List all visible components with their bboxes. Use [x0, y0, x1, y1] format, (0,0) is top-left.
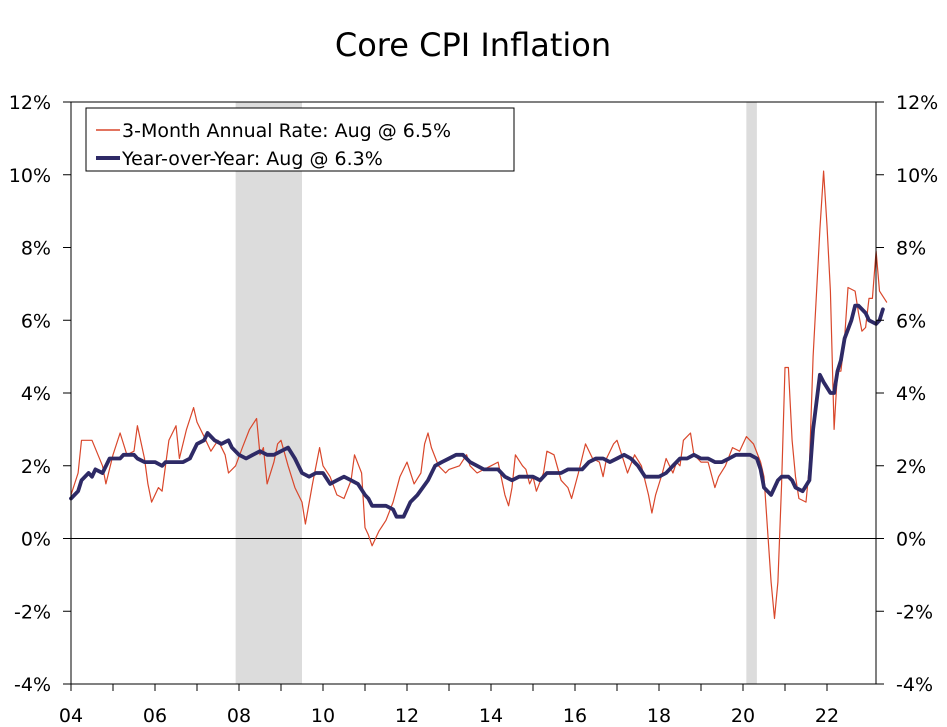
x-tick-label-1: 06: [143, 705, 167, 727]
legend: 3-Month Annual Rate: Aug @ 6.5% Year-over…: [85, 107, 515, 172]
y-tick-label-left-5: 6%: [21, 310, 51, 332]
x-tick-label-7: 18: [647, 705, 671, 727]
y-tick-label-left-7: 10%: [9, 165, 51, 187]
x-tick-label-4: 12: [395, 705, 419, 727]
x-tick-label-9: 22: [815, 705, 839, 727]
recession-band-0: [235, 102, 302, 684]
y-tick-label-right-4: 4%: [896, 383, 926, 405]
recession-bands: [235, 102, 757, 684]
y-tick-label-right-6: 8%: [896, 238, 926, 260]
y-tick-label-right-1: -2%: [896, 601, 933, 623]
series-line-yoy: [69, 303, 885, 519]
x-tick-label-5: 14: [479, 705, 503, 727]
x-tick-label-8: 20: [731, 705, 755, 727]
axes: -4% -4% -2% -2% 0% 0% 2% 2% 4% 4% 6% 6% 8% 8% 10% 10% 12…: [9, 92, 938, 727]
x-tick-label-2: 08: [227, 705, 251, 727]
y-tick-label-left-6: 8%: [21, 238, 51, 260]
recession-band-1: [746, 102, 757, 684]
y-tick-label-right-3: 2%: [896, 456, 926, 478]
y-tick-label-left-1: -2%: [14, 601, 51, 623]
y-tick-label-left-2: 0%: [21, 529, 51, 551]
y-tick-label-left-3: 2%: [21, 456, 51, 478]
chart-title: Core CPI Inflation: [335, 26, 611, 64]
y-tick-label-right-2: 0%: [896, 529, 926, 551]
legend-label-3m-annual: 3-Month Annual Rate: Aug @ 6.5%: [122, 120, 451, 142]
x-tick-label-3: 10: [311, 705, 335, 727]
x-tick-label-0: 04: [59, 705, 83, 727]
legend-box: [85, 107, 515, 172]
y-tick-label-left-4: 4%: [21, 383, 51, 405]
y-tick-label-right-5: 6%: [896, 310, 926, 332]
y-tick-label-left-8: 12%: [9, 92, 51, 114]
series-lines: [69, 170, 888, 620]
x-tick-label-6: 16: [563, 705, 587, 727]
series-line-3m-annual: [70, 170, 888, 620]
y-tick-label-left-0: -4%: [14, 674, 51, 696]
y-tick-label-right-0: -4%: [896, 674, 933, 696]
y-tick-label-right-7: 10%: [896, 165, 938, 187]
y-tick-label-right-8: 12%: [896, 92, 938, 114]
legend-label-yoy: Year-over-Year: Aug @ 6.3%: [121, 148, 383, 170]
